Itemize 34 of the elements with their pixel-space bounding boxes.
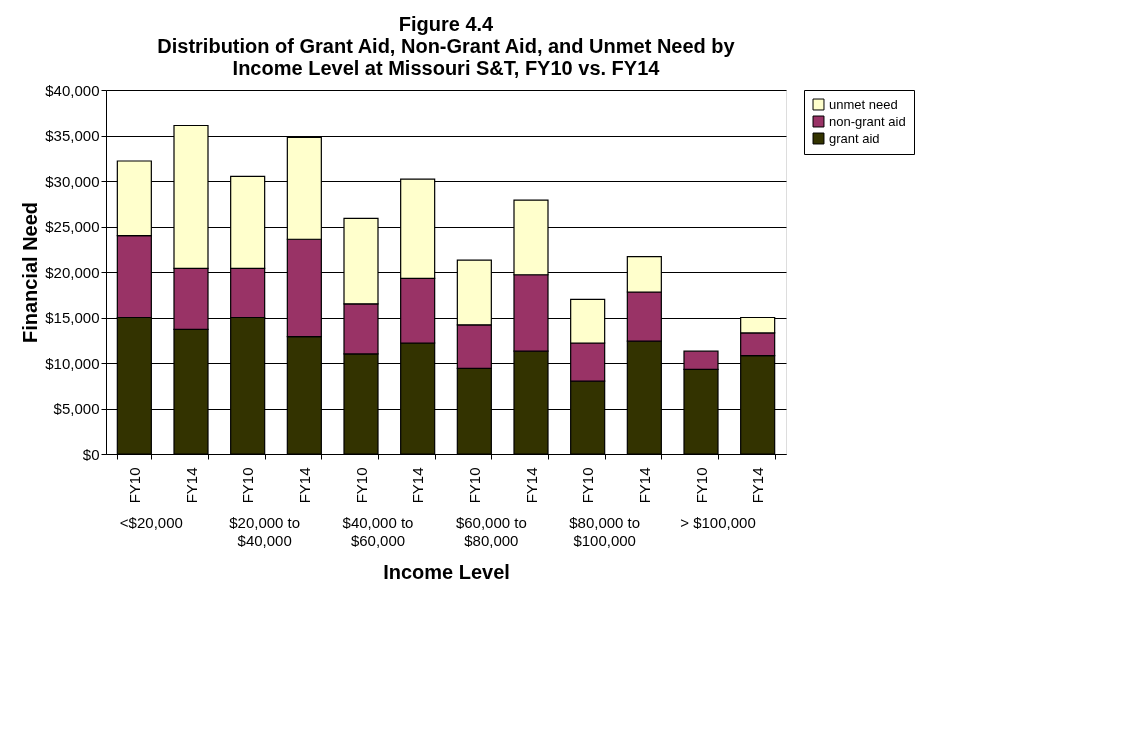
y-tick-label: $0	[82, 445, 100, 463]
x-tick-label: FY14	[295, 467, 313, 504]
text: > $100,000	[680, 514, 756, 531]
legend-label: grant aid	[829, 130, 880, 146]
x-tick-label: FY10	[579, 467, 597, 504]
x-tick-label: FY14	[635, 467, 653, 504]
text: $20,000 to $40,000	[229, 514, 301, 549]
y-tick-label: $10,000	[45, 354, 100, 372]
text: <$20,000	[119, 514, 183, 531]
x-tick-label: FY14	[409, 467, 427, 504]
x-tick-label: FY10	[692, 467, 710, 504]
y-axis-title: Financial Need	[19, 201, 42, 344]
y-tick-label: $35,000	[45, 127, 100, 144]
x-tick-label: FY10	[465, 467, 483, 504]
x-tick-label: FY14	[749, 467, 767, 504]
y-tick-label: $15,000	[45, 309, 100, 326]
chart-title: Figure 4.4	[398, 13, 495, 35]
legend-label: non-grant aid	[829, 113, 906, 129]
x-tick-label: FY14	[182, 467, 200, 504]
legend-label: unmet need	[829, 96, 898, 112]
text: $60,000 to $80,000	[455, 514, 527, 549]
x-tick-label: FY14	[522, 467, 540, 504]
text: $40,000 to $60,000	[342, 514, 414, 549]
chart-subtitle: Distribution of Grant Aid, Non-Grant Aid, and Unmet Need by Income Level at Missouri S&T, FY10 vs. FY14	[157, 35, 736, 79]
y-tick-label: $30,000	[45, 172, 100, 190]
y-tick-label: $40,000	[45, 81, 100, 99]
x-tick-label: FY10	[125, 467, 143, 504]
x-tick-label: FY10	[239, 467, 257, 504]
y-tick-label: $5,000	[53, 400, 100, 417]
x-axis-title: Income Level	[383, 561, 510, 584]
text: $80,000 to $100,000	[569, 514, 641, 549]
x-tick-label: FY10	[352, 467, 370, 504]
y-tick-label: $25,000	[45, 218, 100, 235]
y-tick-label: $20,000	[45, 263, 100, 281]
